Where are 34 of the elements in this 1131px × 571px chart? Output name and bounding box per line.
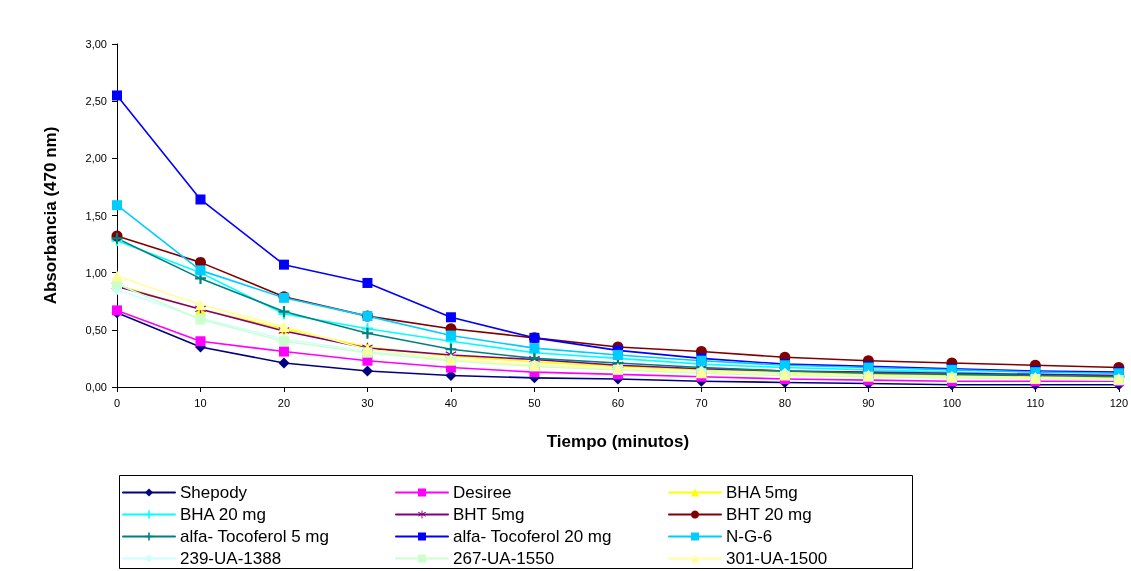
- legend-label: BHT 5mg: [453, 505, 525, 524]
- legend-label: alfa- Tocoferol 20 mg: [453, 527, 612, 546]
- x-tick-label: 40: [444, 396, 458, 409]
- legend-label: N-G-6: [726, 527, 773, 546]
- x-tick-label: 80: [778, 396, 792, 409]
- y-tick-label: 0,00: [85, 381, 107, 393]
- x-tick-label: 110: [1026, 396, 1045, 409]
- legend-label: 301-UA-1500: [726, 549, 828, 568]
- x-tick-label: 70: [695, 396, 708, 409]
- y-axis-title: Absorbancia (470 nm): [41, 126, 60, 305]
- legend-label: 267-UA-1550: [453, 549, 555, 568]
- x-axis-title: Tiempo (minutos): [546, 432, 690, 451]
- x-tick-label: 60: [611, 396, 625, 409]
- legend-label: BHT 20 mg: [726, 505, 812, 524]
- x-tick-label: 20: [277, 396, 291, 409]
- x-tick-label: 50: [528, 396, 541, 409]
- x-tick-label: 90: [862, 396, 875, 409]
- legend-label: BHA 20 mg: [180, 505, 266, 524]
- legend-label: Desiree: [453, 483, 512, 502]
- legend-label: 239-UA-1388: [180, 549, 282, 568]
- x-tick-label: 10: [194, 396, 207, 409]
- y-tick-label: 2,00: [85, 152, 107, 165]
- x-tick-label: 30: [361, 396, 374, 409]
- y-tick-label: 0,50: [85, 323, 107, 336]
- x-tick-label: 0: [113, 396, 121, 409]
- x-tick-label: 100: [942, 396, 962, 409]
- y-tick-label: 1,50: [85, 209, 107, 222]
- y-tick-label: 3,00: [85, 38, 107, 50]
- legend-label: BHA 5mg: [726, 483, 798, 502]
- y-tick-label: 1,00: [85, 266, 107, 279]
- legend-label: Shepody: [180, 483, 248, 502]
- y-tick-label: 2,50: [85, 95, 107, 108]
- legend-label: alfa- Tocoferol 5 mg: [180, 527, 329, 546]
- x-tick-label: 120: [1109, 396, 1128, 409]
